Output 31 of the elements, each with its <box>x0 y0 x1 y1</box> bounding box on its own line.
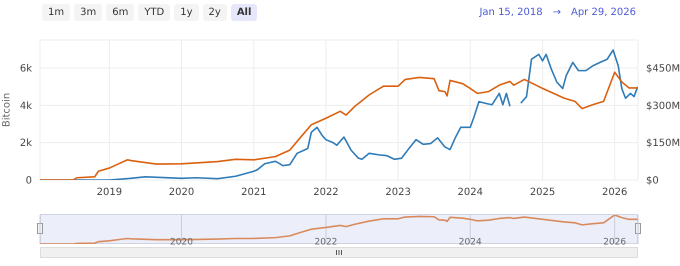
x-tick-label: 2024 <box>457 187 483 198</box>
text: 1y <box>174 4 199 21</box>
text: 6m <box>106 4 134 21</box>
text: 1m <box>42 4 70 21</box>
y-axis-title: Bitcoin <box>2 92 13 128</box>
x-tick-label: 2022 <box>313 187 339 198</box>
x-tick-label: 2020 <box>168 187 194 198</box>
x-tick-label: 2022 <box>314 237 338 248</box>
y2-tick-label: $0 <box>646 176 659 187</box>
y-tick-label: 0 <box>26 176 32 187</box>
text: Apr 29, 2026 <box>570 7 636 18</box>
x-tick-label: 2024 <box>458 237 482 248</box>
y-tick-label: 6k <box>20 64 32 75</box>
x-tick-label: 2025 <box>530 187 556 198</box>
x-tick-label: 2026 <box>603 237 626 248</box>
text: All <box>230 4 258 21</box>
y2-tick-label: $450M <box>646 64 680 75</box>
y-tick-label: 2k <box>20 138 32 150</box>
y-tick-label: 4k <box>20 100 32 112</box>
x-tick-label: 2023 <box>385 187 411 198</box>
x-tick-label: 2019 <box>96 187 122 198</box>
text: YTD <box>138 4 170 21</box>
text: → <box>552 7 561 18</box>
text: Jan 15, 2018 <box>479 7 543 18</box>
text: 3m <box>74 4 102 21</box>
x-tick-label: 2020 <box>170 237 194 248</box>
x-tick-label: 2021 <box>241 187 267 198</box>
text: 2y <box>202 4 227 21</box>
x-tick-label: 2026 <box>602 187 628 198</box>
y2-tick-label: $300M <box>646 100 680 112</box>
y2-tick-label: $150M <box>646 138 680 150</box>
